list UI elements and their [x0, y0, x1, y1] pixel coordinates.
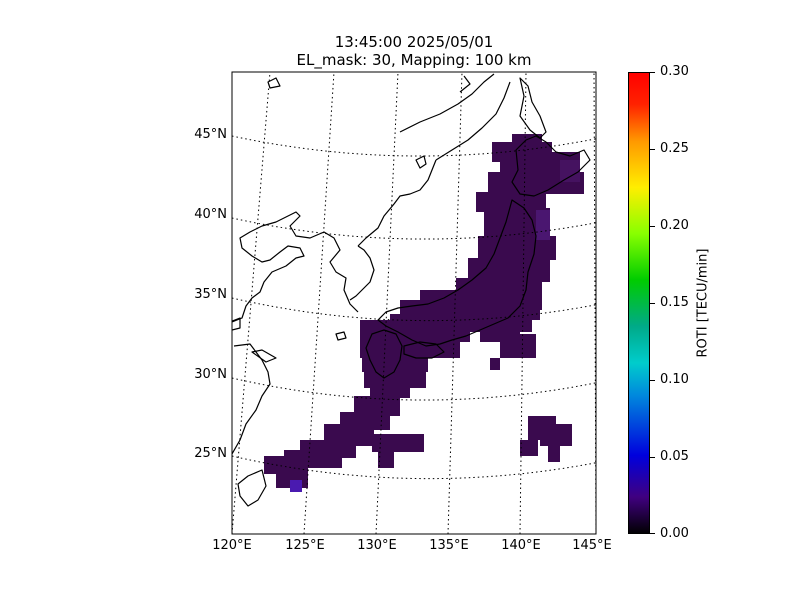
lon-label-140: 140°E: [501, 538, 541, 553]
colorbar: [628, 72, 650, 534]
lon-label-120: 120°E: [212, 538, 252, 553]
colorbar-tick: [650, 533, 655, 534]
colorbar-tick: [650, 380, 655, 381]
title-time: 13:45:00 2025/05/01: [334, 33, 494, 51]
lat-label-45: 45°N: [194, 127, 227, 142]
lon-label-145: 145°E: [572, 538, 612, 553]
colorbar-tick: [650, 226, 655, 227]
lon-label-125: 125°E: [285, 538, 325, 553]
colorbar-tick: [650, 457, 655, 458]
lat-label-40: 40°N: [194, 207, 227, 222]
colorbar-label-020: 0.20: [660, 218, 689, 233]
lon-label-135: 135°E: [429, 538, 469, 553]
title-settings: EL_mask: 30, Mapping: 100 km: [296, 51, 532, 69]
colorbar-label-015: 0.15: [660, 295, 689, 310]
map-frame: [231, 71, 597, 535]
coastlines: [232, 73, 591, 507]
lat-label-30: 30°N: [194, 367, 227, 382]
colorbar-tick: [650, 303, 655, 304]
colorbar-tick: [650, 149, 655, 150]
lon-label-130: 130°E: [357, 538, 397, 553]
colorbar-label-025: 0.25: [660, 141, 689, 156]
roti-data-cells: [264, 134, 584, 492]
colorbar-tick: [650, 72, 655, 73]
colorbar-label-030: 0.30: [660, 64, 689, 79]
colorbar-label-000: 0.00: [660, 526, 689, 541]
colorbar-gradient: [628, 72, 650, 534]
lat-label-35: 35°N: [194, 287, 227, 302]
colorbar-label-010: 0.10: [660, 372, 689, 387]
lat-label-25: 25°N: [194, 446, 227, 461]
colorbar-label-005: 0.05: [660, 449, 689, 464]
colorbar-title: ROTI [TECU/min]: [695, 248, 711, 358]
